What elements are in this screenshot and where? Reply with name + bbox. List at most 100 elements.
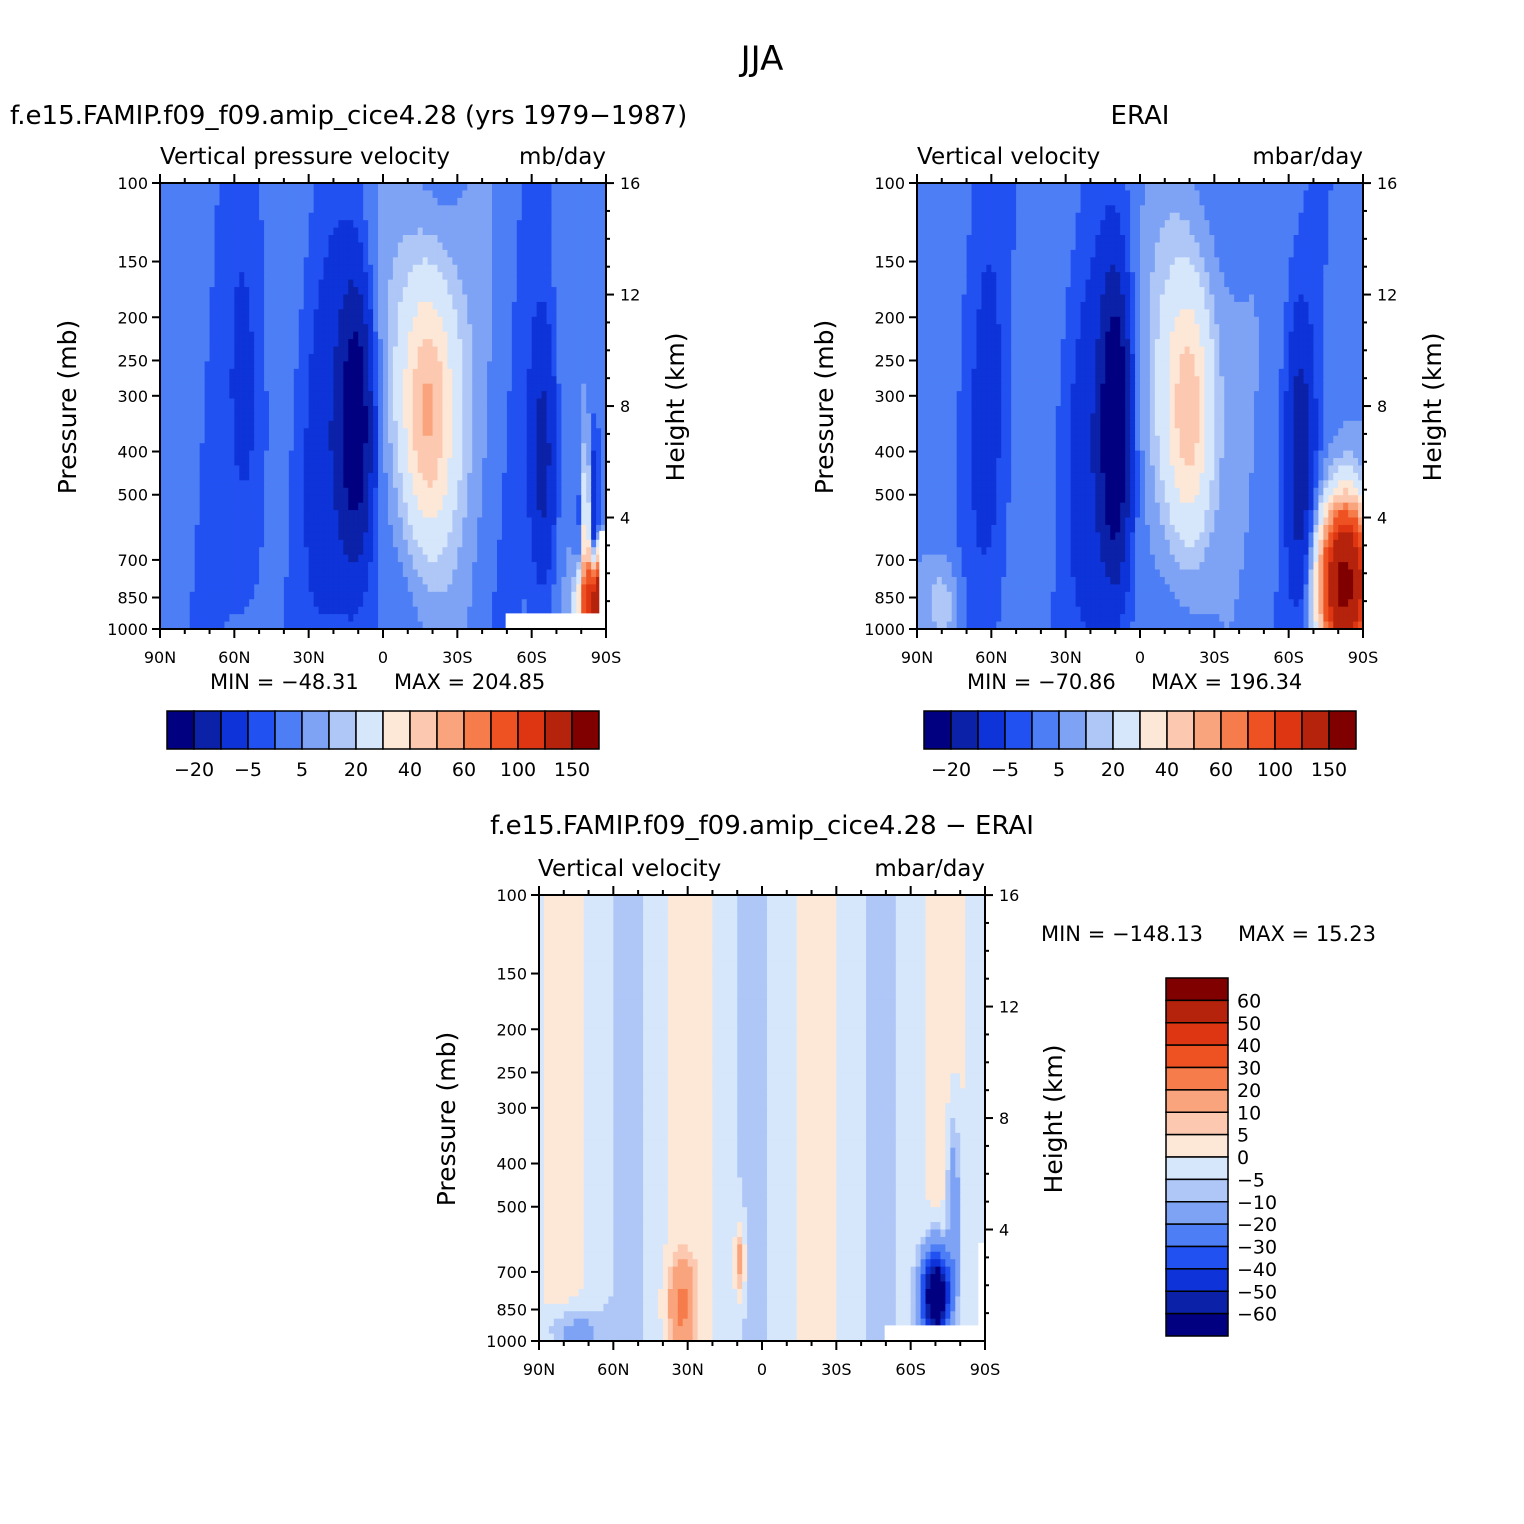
field-cell — [249, 190, 255, 199]
field-cell — [249, 257, 255, 266]
field-cell — [234, 495, 240, 504]
field-cell — [536, 532, 543, 541]
field-cell — [402, 524, 409, 533]
field-cell — [402, 249, 409, 258]
field-cell — [531, 190, 538, 199]
field-cell — [596, 584, 602, 593]
field-cell — [353, 510, 359, 519]
field-cell — [298, 227, 305, 236]
field-cell — [492, 391, 498, 400]
field-cell — [586, 435, 592, 444]
field-cell — [387, 287, 394, 296]
field-cell — [432, 420, 439, 429]
field-cell — [303, 257, 310, 266]
field-cell — [546, 532, 553, 541]
field-cell — [249, 183, 255, 192]
field-cell — [561, 458, 567, 467]
field-cell — [303, 227, 310, 236]
field-cell — [273, 495, 280, 504]
field-cell — [368, 316, 374, 325]
field-cell — [224, 212, 230, 221]
field-cell — [338, 227, 344, 236]
field-cell — [160, 524, 166, 533]
field-cell — [447, 264, 453, 273]
field-cell — [472, 257, 478, 266]
field-cell — [194, 235, 201, 244]
field-cell — [482, 480, 488, 489]
field-cell — [328, 539, 335, 548]
field-cell — [229, 569, 235, 578]
field-cell — [194, 353, 201, 362]
field-cell — [596, 272, 602, 281]
field-cell — [378, 465, 384, 474]
field-cell — [462, 480, 468, 489]
field-cell — [333, 547, 339, 556]
field-cell — [452, 562, 458, 571]
field-cell — [179, 339, 186, 348]
field-cell — [566, 249, 572, 258]
field-cell — [273, 428, 280, 437]
field-cell — [452, 353, 458, 362]
field-cell — [526, 331, 533, 340]
field-cell — [521, 458, 528, 467]
field-cell — [224, 487, 230, 496]
field-cell — [546, 562, 553, 571]
field-cell — [209, 502, 216, 511]
field-cell — [412, 517, 419, 526]
field-cell — [269, 435, 275, 444]
field-cell — [596, 383, 602, 392]
field-cell — [392, 249, 399, 258]
field-cell — [383, 287, 389, 296]
field-cell — [348, 368, 354, 377]
field-cell — [442, 420, 449, 429]
field-cell — [199, 458, 206, 467]
field-cell — [254, 301, 260, 310]
field-cell — [229, 227, 235, 236]
field-cell — [541, 324, 548, 333]
field-cell — [259, 458, 265, 467]
field-cell — [462, 406, 468, 415]
field-cell — [452, 450, 458, 459]
field-cell — [492, 450, 498, 459]
field-cell — [566, 510, 572, 519]
field-cell — [278, 242, 285, 251]
field-cell — [318, 510, 325, 519]
field-cell — [224, 584, 230, 593]
field-cell — [501, 450, 508, 459]
field-cell — [427, 524, 434, 533]
field-cell — [417, 242, 424, 251]
field-cell — [333, 257, 339, 266]
field-cell — [313, 406, 320, 415]
field-cell — [214, 235, 221, 244]
field-cell — [214, 220, 221, 229]
field-cell — [551, 264, 558, 273]
field-cell — [308, 584, 315, 593]
field-cell — [368, 368, 374, 377]
field-cell — [308, 562, 315, 571]
field-cell — [254, 391, 260, 400]
field-cell — [397, 197, 404, 206]
field-cell — [516, 458, 523, 467]
field-cell — [363, 383, 369, 392]
field-cell — [293, 212, 300, 221]
field-cell — [209, 220, 216, 229]
field-cell — [368, 524, 374, 533]
field-cell — [303, 576, 310, 585]
field-cell — [521, 554, 528, 563]
field-cell — [333, 450, 339, 459]
field-cell — [333, 539, 339, 548]
field-cell — [308, 220, 315, 229]
field-cell — [273, 183, 280, 192]
field-cell — [323, 480, 330, 489]
field-cell — [259, 443, 265, 452]
field-cell — [199, 287, 206, 296]
field-cell — [283, 443, 290, 452]
field-cell — [199, 398, 206, 407]
field-cell — [224, 524, 230, 533]
field-cell — [591, 398, 597, 407]
field-cell — [442, 517, 449, 526]
field-cell — [353, 554, 359, 563]
field-cell — [472, 368, 478, 377]
field-cell — [179, 316, 186, 325]
field-cell — [343, 190, 349, 199]
